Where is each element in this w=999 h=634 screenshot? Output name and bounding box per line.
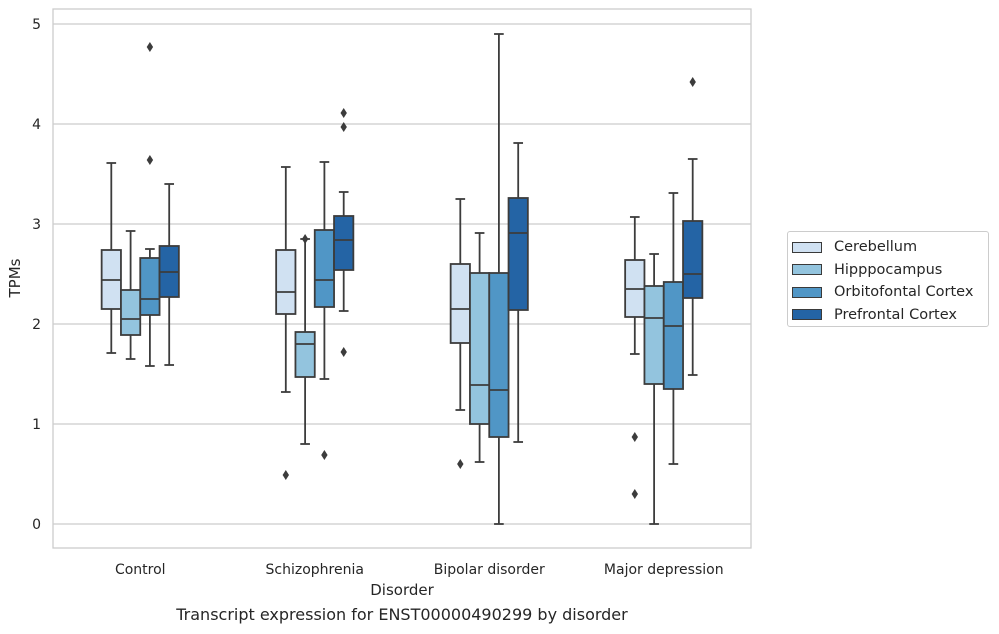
outlier-marker (457, 459, 464, 469)
box-prefrontal-cortex (333, 108, 355, 357)
outlier-marker (340, 347, 347, 357)
box-iqr (662, 281, 684, 390)
box-iqr (682, 220, 704, 299)
x-tick-label: Bipolar disorder (434, 562, 545, 578)
y-tick-label: 2 (32, 317, 41, 333)
box-orbitofontal-cortex (139, 42, 161, 367)
box-cerebellum (275, 166, 297, 480)
box-orbitofontal-cortex (662, 192, 684, 465)
x-tick-label: Schizophrenia (266, 562, 364, 578)
box-hipppocampus (294, 234, 316, 445)
box-prefrontal-cortex (682, 77, 704, 376)
box-iqr (139, 257, 161, 316)
box-cerebellum (449, 198, 471, 469)
box-orbitofontal-cortex (488, 33, 510, 525)
x-tick-label: Control (115, 562, 166, 578)
box-iqr (449, 263, 471, 344)
outlier-marker (321, 450, 328, 460)
box-iqr (120, 289, 142, 336)
legend-swatch (792, 286, 822, 298)
chart-title: Transcript expression for ENST0000049029… (176, 605, 628, 624)
y-tick-label: 1 (32, 417, 41, 433)
box-prefrontal-cortex (158, 183, 180, 366)
box-hipppocampus (469, 232, 491, 463)
y-tick-labels: 0 1 2 3 4 5 (32, 17, 41, 533)
legend-label: Prefrontal Cortex (834, 306, 957, 323)
x-tick-label: Major depression (604, 562, 724, 578)
box-cerebellum (100, 162, 122, 354)
legend-swatch (792, 264, 822, 276)
box-iqr (333, 215, 355, 271)
y-axis-title: TPMs (6, 258, 24, 298)
box-iqr (469, 272, 491, 425)
legend-item: Hipppocampus (792, 259, 988, 282)
legend-label: Orbitofontal Cortex (834, 284, 974, 301)
outlier-marker (301, 234, 309, 244)
box-iqr (507, 197, 529, 311)
box-iqr (488, 272, 510, 438)
legend-swatch (792, 241, 822, 253)
box-iqr (643, 285, 665, 385)
legend-label: Cerebellum (834, 239, 918, 256)
x-tick-labels: Control Schizophrenia Bipolar disorder Majo… (115, 562, 724, 578)
box-hipppocampus (120, 230, 142, 360)
boxes (100, 33, 704, 525)
outlier-marker (340, 108, 347, 118)
outlier-marker (631, 489, 638, 499)
y-tick-label: 4 (32, 117, 41, 133)
box-iqr (294, 331, 316, 378)
legend-item: Orbitofontal Cortex (792, 281, 988, 304)
y-tick-label: 0 (32, 517, 41, 533)
x-axis-title: Disorder (370, 581, 434, 599)
outlier-marker (689, 77, 696, 87)
y-tick-label: 3 (32, 217, 41, 233)
outlier-marker (340, 122, 347, 132)
outlier-marker (146, 42, 154, 52)
box-orbitofontal-cortex (313, 161, 335, 460)
box-hipppocampus (643, 253, 665, 525)
legend-label: Hipppocampus (834, 261, 943, 278)
legend: Cerebellum Hipppocampus Orbitofontal Corte… (787, 231, 989, 327)
outlier-marker (282, 470, 289, 480)
outlier-marker (631, 432, 638, 442)
plot-frame (52, 8, 752, 549)
box-iqr (313, 229, 335, 308)
box-cerebellum (624, 216, 646, 499)
legend-item: Cerebellum (792, 236, 988, 259)
box-prefrontal-cortex (507, 142, 529, 443)
legend-swatch (792, 309, 822, 321)
outlier-marker (146, 155, 154, 165)
box-iqr (275, 249, 297, 315)
y-tick-label: 5 (32, 17, 41, 33)
legend-item: Prefrontal Cortex (792, 304, 988, 327)
